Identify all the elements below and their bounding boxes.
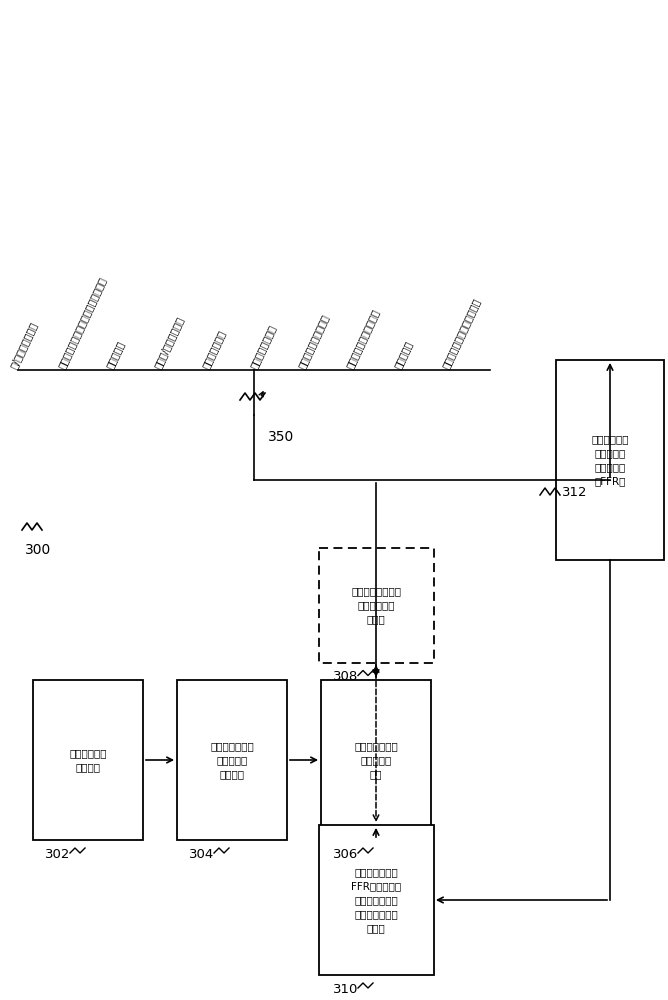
Text: 具有阈值百分比的狭窄症的分段的识别: 具有阈值百分比的狭窄症的分段的识别: [57, 275, 108, 370]
Text: 304: 304: [189, 848, 214, 861]
Text: 302: 302: [45, 848, 71, 861]
Text: 接收患者特定
解剖数据: 接收患者特定 解剖数据: [69, 748, 107, 772]
Text: 患病分段的长度的计算: 患病分段的长度的计算: [297, 313, 331, 370]
Text: 306: 306: [333, 848, 359, 861]
Text: 具有弥散型疾病的分段的识别: 具有弥散型疾病的分段的识别: [441, 297, 482, 370]
Text: 心门疾病的识别: 心门疾病的识别: [201, 329, 227, 370]
Text: 350: 350: [268, 430, 294, 444]
Text: 左/右冠状动脉优势: 左/右冠状动脉优势: [9, 320, 39, 370]
Text: 钙化血小板的尺寸的计算: 钙化血小板的尺寸的计算: [345, 307, 381, 370]
Text: 产生患者冠状动
脉管系统的
三维模型: 产生患者冠状动 脉管系统的 三维模型: [210, 741, 254, 779]
Text: 血栓的识别: 血栓的识别: [393, 339, 414, 370]
Bar: [177, 680, 287, 840]
Text: 评估患者冠状动
脉管系统的
特征: 评估患者冠状动 脉管系统的 特征: [354, 741, 398, 779]
Text: 312: 312: [562, 487, 587, 499]
Bar: [319, 825, 434, 975]
Text: 基于为具有阈值
FFR值的位置的
子集评估的特征
来产生患者心血
管计分: 基于为具有阈值 FFR值的位置的 子集评估的特征 来产生患者心血 管计分: [351, 867, 401, 933]
Text: 分叉部/三叉部的识别: 分叉部/三叉部的识别: [153, 315, 186, 370]
Text: 血管扭曲度的计算: 血管扭曲度的计算: [249, 323, 278, 370]
Text: 310: 310: [333, 983, 359, 996]
Text: 300: 300: [25, 543, 51, 557]
Bar: [321, 680, 431, 840]
Bar: [556, 360, 664, 560]
Text: 308: 308: [333, 670, 359, 684]
Text: 闭塞的识别: 闭塞的识别: [105, 339, 126, 370]
Text: 计算患者冠状
动脉管系统
的各位置处
的FFR值: 计算患者冠状 动脉管系统 的各位置处 的FFR值: [591, 434, 629, 486]
Bar: [319, 548, 434, 662]
Bar: [33, 680, 143, 840]
Text: 基于评估的特征来
产生患者心血
管计分: 基于评估的特征来 产生患者心血 管计分: [351, 586, 401, 624]
